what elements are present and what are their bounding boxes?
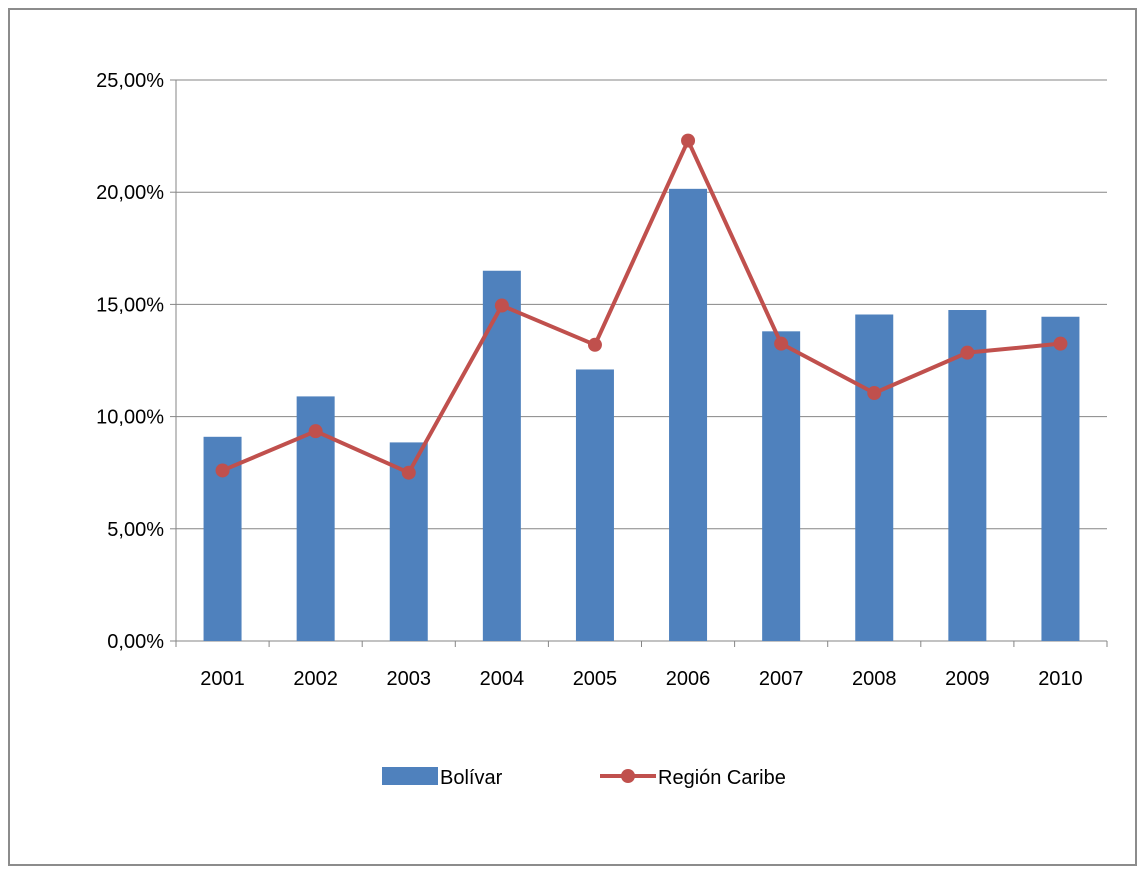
point-region-caribe-2003 bbox=[401, 465, 416, 480]
y-tick-label: 5,00% bbox=[107, 519, 164, 541]
x-tick-label: 2008 bbox=[852, 668, 897, 690]
x-tick-label: 2009 bbox=[945, 668, 990, 690]
point-region-caribe-2002 bbox=[308, 424, 323, 439]
line-region-caribe bbox=[221, 138, 1061, 475]
legend-label-bolivar: Bolívar bbox=[440, 767, 503, 789]
legend-swatch-bolivar bbox=[382, 767, 438, 785]
legend: Bolívar Región Caribe bbox=[382, 767, 786, 789]
y-tick-label: 25,00% bbox=[96, 70, 164, 92]
bar-bolivar-2005 bbox=[575, 369, 614, 641]
legend-swatch-region-caribe-marker bbox=[621, 769, 635, 783]
region-caribe-line bbox=[215, 133, 1068, 480]
bar-bolivar-2008 bbox=[855, 314, 894, 641]
point-region-caribe-2008 bbox=[867, 386, 882, 401]
point-region-caribe-2005 bbox=[587, 337, 602, 352]
x-tick-label: 2006 bbox=[666, 668, 711, 690]
bar-bolivar-2010 bbox=[1041, 316, 1080, 641]
x-tick-label: 2004 bbox=[480, 668, 525, 690]
y-tick-label: 0,00% bbox=[107, 631, 164, 653]
x-tick-label: 2005 bbox=[573, 668, 618, 690]
bar-bolivar-2009 bbox=[948, 310, 987, 641]
tick-labels: 0,00% 5,00% 10,00% 15,00% 20,00% 25,00% 2001 20… bbox=[96, 70, 1083, 690]
bar-bolivar-2006 bbox=[669, 188, 708, 642]
y-tick-label: 10,00% bbox=[96, 407, 164, 429]
bar-bolivar-2004 bbox=[482, 270, 521, 641]
x-tick-label: 2003 bbox=[387, 668, 432, 690]
x-tick-label: 2007 bbox=[759, 668, 804, 690]
point-region-caribe-2007 bbox=[774, 336, 789, 351]
point-region-caribe-2010 bbox=[1053, 336, 1068, 351]
x-tick-label: 2001 bbox=[200, 668, 245, 690]
point-region-caribe-2004 bbox=[494, 298, 509, 313]
bolivar-bars bbox=[203, 188, 1080, 642]
point-region-caribe-2006 bbox=[681, 133, 696, 148]
y-tick-label: 15,00% bbox=[96, 294, 164, 316]
legend-label-region-caribe: Región Caribe bbox=[658, 767, 786, 789]
point-region-caribe-2009 bbox=[960, 345, 975, 360]
bar-bolivar-2007 bbox=[762, 331, 801, 641]
x-tick-label: 2002 bbox=[293, 668, 338, 690]
x-tick-label: 2010 bbox=[1038, 668, 1083, 690]
y-tick-label: 20,00% bbox=[96, 182, 164, 204]
point-region-caribe-2001 bbox=[215, 463, 230, 478]
